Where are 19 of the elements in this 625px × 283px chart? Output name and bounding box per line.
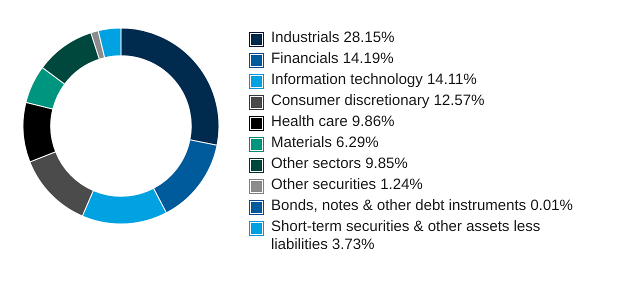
data-label: 9.86% — [352, 113, 394, 130]
legend-label: Industrials — [271, 29, 340, 46]
data-label: 1.24% — [380, 176, 423, 193]
legend-label: Information technology — [271, 71, 423, 88]
data-label: 9.85% — [365, 155, 408, 172]
data-label: 6.29% — [336, 134, 379, 151]
legend-label: Consumer discretionary — [271, 92, 430, 109]
data-label: 28.15% — [344, 29, 394, 46]
legend-label: Bonds, notes & other debt instruments — [271, 197, 526, 214]
data-label: 12.57% — [434, 92, 484, 109]
legend-label: Materials — [271, 134, 332, 151]
data-label: 0.01% — [530, 197, 573, 214]
legend-label: Health care — [271, 113, 348, 130]
legend-label: Financials — [271, 50, 339, 67]
legend-label: Other securities — [271, 176, 376, 193]
legend-label: Other sectors — [271, 155, 362, 172]
data-label: 3.73% — [332, 236, 374, 253]
data-label: 14.19% — [342, 50, 394, 67]
data-label: 14.11% — [426, 71, 477, 88]
